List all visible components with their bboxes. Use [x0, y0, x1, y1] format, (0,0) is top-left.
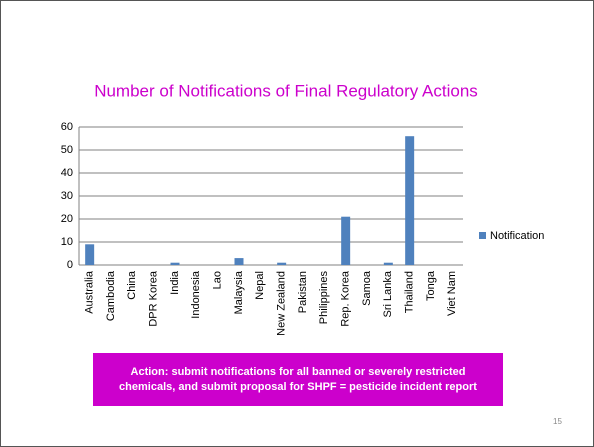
x-tick-label: Nepal	[254, 271, 266, 300]
y-tick-label: 60	[61, 121, 73, 133]
y-tick-label: 40	[61, 167, 73, 179]
y-tick-label: 30	[61, 190, 73, 202]
x-tick-label: DPR Korea	[148, 270, 160, 327]
chart-title: Number of Notifications of Final Regulat…	[94, 81, 478, 100]
x-tick-label: Lao	[212, 271, 224, 289]
x-tick-label: Thailand	[404, 271, 416, 313]
x-tick-label: Sri Lanka	[382, 270, 394, 317]
bar	[277, 262, 287, 265]
x-tick-label: Samoa	[361, 270, 373, 306]
y-tick-label: 50	[61, 144, 73, 156]
x-tick-label: Cambodia	[105, 270, 117, 321]
x-tick-label: Pakistan	[297, 271, 309, 313]
x-tick-label: Australia	[84, 270, 96, 314]
bar	[234, 258, 244, 265]
action-banner: Action: submit notifications for all ban…	[93, 353, 503, 406]
x-tick-label: Malaysia	[233, 270, 245, 314]
bar	[85, 244, 95, 265]
x-tick-label: Indonesia	[190, 270, 202, 319]
x-tick-label: Rep. Korea	[340, 270, 352, 327]
y-tick-label: 0	[67, 259, 73, 271]
y-tick-label: 10	[61, 236, 73, 248]
legend-label: Notification	[490, 230, 544, 242]
x-tick-label: Philippines	[318, 271, 330, 325]
x-tick-label: Viet Nam	[446, 271, 458, 316]
legend-swatch	[479, 232, 486, 239]
x-tick-label: Tonga	[425, 270, 437, 301]
x-tick-label: India	[169, 270, 181, 295]
y-tick-label: 20	[61, 213, 73, 225]
bar	[405, 136, 415, 265]
x-tick-label: China	[126, 270, 138, 300]
x-tick-label: New Zealand	[276, 271, 288, 336]
page-number: 15	[553, 417, 562, 426]
bar	[170, 262, 180, 265]
bar	[383, 262, 393, 265]
bar	[341, 216, 351, 265]
